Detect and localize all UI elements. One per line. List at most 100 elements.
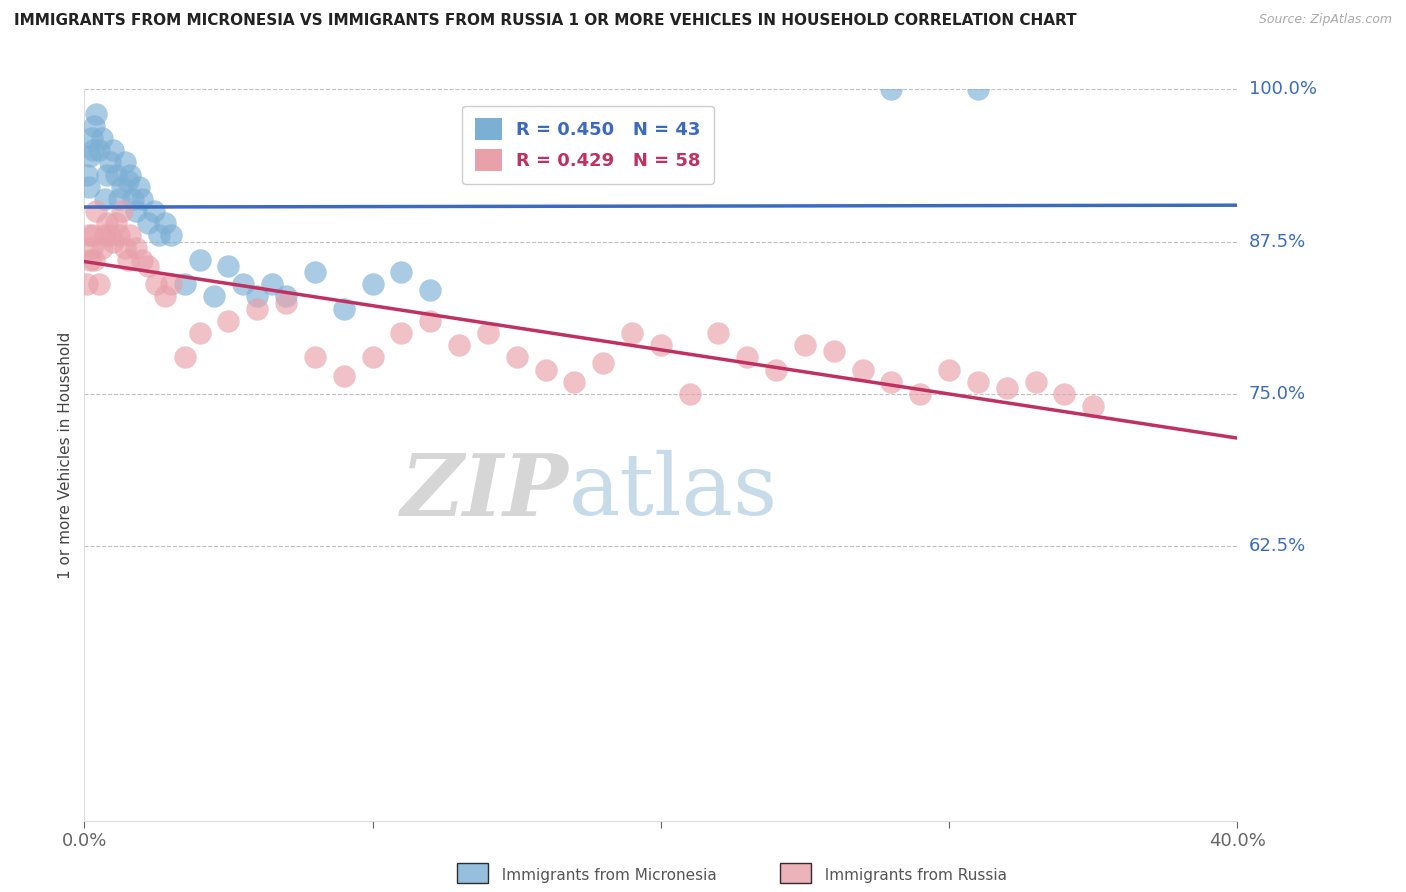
Point <box>304 265 326 279</box>
Point <box>447 338 470 352</box>
Text: 100.0%: 100.0% <box>1249 80 1317 98</box>
Point <box>621 326 644 340</box>
Point <box>938 362 960 376</box>
Point <box>274 289 298 303</box>
Point <box>136 216 159 230</box>
Point <box>880 375 903 389</box>
Point <box>148 228 170 243</box>
Point <box>707 326 730 340</box>
Point <box>967 82 990 96</box>
Point <box>98 155 121 169</box>
Point <box>217 259 239 273</box>
Point <box>120 168 142 182</box>
Point <box>304 351 326 365</box>
Point <box>737 351 759 365</box>
Text: atlas: atlas <box>568 450 778 533</box>
Point <box>84 106 107 120</box>
Point <box>1024 375 1046 389</box>
Point <box>93 192 115 206</box>
Point <box>111 204 134 219</box>
Point <box>995 381 1018 395</box>
Point <box>232 277 254 292</box>
Point <box>765 362 787 376</box>
Point <box>534 362 557 376</box>
Point <box>82 143 104 157</box>
Point <box>477 326 499 340</box>
Point <box>90 131 112 145</box>
Point <box>79 149 101 163</box>
Point <box>678 387 700 401</box>
Point <box>153 289 176 303</box>
Point <box>83 119 105 133</box>
Point <box>105 168 128 182</box>
Point <box>246 289 269 303</box>
Point <box>114 155 136 169</box>
Point <box>82 228 104 243</box>
Point <box>77 179 100 194</box>
Point <box>108 228 131 243</box>
Point <box>967 375 990 389</box>
Point <box>145 277 167 292</box>
Point <box>87 143 110 157</box>
Point <box>96 216 118 230</box>
Point <box>419 314 441 328</box>
Point <box>188 252 211 267</box>
Point <box>80 131 103 145</box>
Point <box>96 168 118 182</box>
Point <box>908 387 931 401</box>
Point <box>1053 387 1076 401</box>
Point <box>153 216 176 230</box>
Point <box>131 252 153 267</box>
Point <box>83 252 105 267</box>
Point <box>361 277 384 292</box>
Point <box>128 179 150 194</box>
Point <box>79 252 101 267</box>
Point <box>274 295 298 310</box>
Point <box>122 192 145 206</box>
Point <box>80 241 103 255</box>
Point <box>332 301 354 316</box>
Point <box>793 338 815 352</box>
Point <box>108 192 131 206</box>
Point <box>332 368 354 383</box>
Point <box>217 314 239 328</box>
Point <box>103 143 124 157</box>
Text: 87.5%: 87.5% <box>1249 233 1306 251</box>
Point <box>562 375 585 389</box>
Point <box>202 289 225 303</box>
Text: 75.0%: 75.0% <box>1249 385 1306 403</box>
Y-axis label: 1 or more Vehicles in Household: 1 or more Vehicles in Household <box>58 331 73 579</box>
Point <box>93 228 115 243</box>
Point <box>174 351 197 365</box>
Point <box>592 356 614 371</box>
Text: Immigrants from Russia: Immigrants from Russia <box>815 869 1008 883</box>
Point <box>389 265 413 279</box>
Point <box>506 351 529 365</box>
Point <box>880 82 903 96</box>
Point <box>131 192 153 206</box>
Point <box>174 277 197 292</box>
Point <box>103 235 124 249</box>
Point <box>114 241 136 255</box>
Point <box>98 228 121 243</box>
Point <box>125 241 148 255</box>
Point <box>650 338 672 352</box>
Point <box>117 174 139 188</box>
Point <box>76 277 98 292</box>
Text: 62.5%: 62.5% <box>1249 537 1306 556</box>
Point <box>111 179 134 194</box>
Legend: R = 0.450   N = 43, R = 0.429   N = 58: R = 0.450 N = 43, R = 0.429 N = 58 <box>463 105 714 184</box>
Point <box>389 326 413 340</box>
Point <box>188 326 211 340</box>
Point <box>1081 399 1104 413</box>
Point <box>246 301 269 316</box>
Point <box>851 362 873 376</box>
Point <box>419 284 441 298</box>
Text: Immigrants from Micronesia: Immigrants from Micronesia <box>492 869 717 883</box>
Point <box>76 168 98 182</box>
Point <box>136 259 159 273</box>
Point <box>77 228 100 243</box>
Point <box>823 344 845 359</box>
Point <box>87 277 110 292</box>
Text: ZIP: ZIP <box>401 450 568 533</box>
